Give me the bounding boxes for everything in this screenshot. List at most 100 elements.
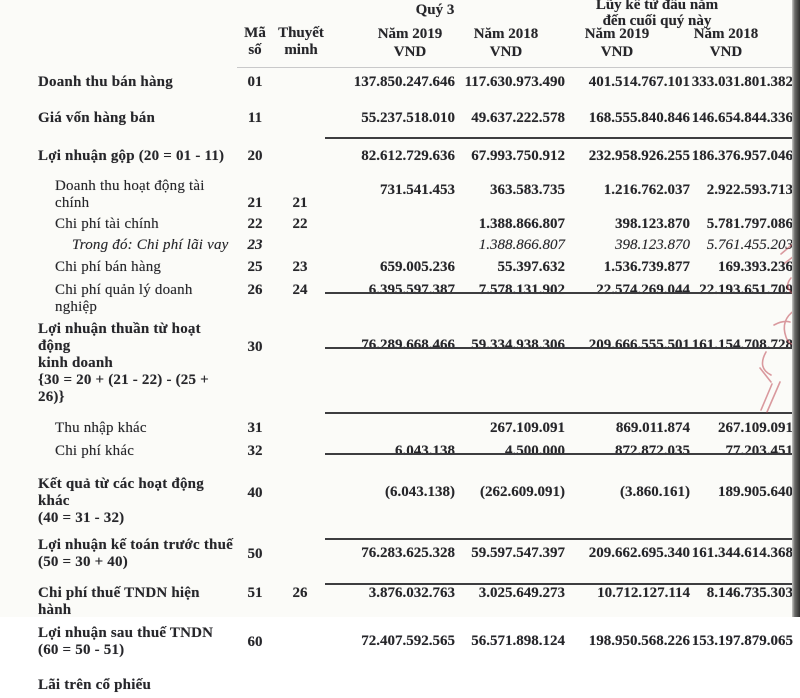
value-cell: 401.514.767.101	[588, 74, 690, 90]
row-label: Lợi nhuận kế toán trước thuế (50 = 30 + …	[38, 537, 233, 570]
row-label: Chi phí thuế TNDN hiện hành	[38, 585, 200, 618]
table-row: Lợi nhuận kế toán trước thuế (50 = 30 + …	[0, 527, 793, 579]
row-label: Lợi nhuận thuần từ hoạt động kinh doanh …	[38, 321, 209, 405]
value-cell: 398.123.870	[615, 237, 690, 253]
table-rule	[325, 538, 793, 540]
value-cell: 169.393.236	[718, 259, 793, 275]
period-group-header: Quý 3	[415, 2, 455, 18]
row-label: Chi phí quản lý doanh nghiệp	[55, 282, 193, 315]
code-cell: 26	[247, 282, 263, 298]
code-cell: 50	[247, 546, 263, 562]
table-row: Doanh thu bán hàng 01 137.850.247.646 11…	[0, 70, 793, 105]
value-cell: 198.950.568.226	[588, 633, 690, 649]
note-cell: 22	[292, 216, 308, 232]
note-cell: 21	[292, 195, 308, 211]
note-cell: 26	[292, 585, 308, 601]
row-label: Doanh thu bán hàng	[38, 74, 173, 90]
ytd-2019-column-header: Năm 2019 VND	[552, 25, 682, 61]
value-cell: 3.876.032.763	[368, 585, 455, 601]
code-cell: 01	[247, 74, 263, 90]
note-cell: 24	[292, 282, 308, 298]
row-label: Lợi nhuận sau thuế TNDN (60 = 50 - 51)	[38, 625, 214, 658]
note-cell	[275, 233, 325, 254]
scan-page-edge	[792, 0, 800, 617]
table-row: Doanh thu hoạt động tài chính 21 21 731.…	[0, 172, 793, 212]
value-cell: 168.555.840.846	[588, 110, 690, 126]
income-statement-table: Doanh thu bán hàng 01 137.850.247.646 11…	[0, 70, 793, 698]
value-cell: 398.123.870	[615, 216, 690, 232]
table-row: Lợi nhuận sau thuế TNDN (60 = 50 - 51) 6…	[0, 619, 793, 664]
table-row: Lợi nhuận gộp (20 = 01 - 11) 20 82.612.7…	[0, 137, 793, 172]
row-label: Lợi nhuận gộp (20 = 01 - 11)	[38, 148, 225, 164]
value-cell	[565, 664, 690, 698]
value-cell: 49.637.222.578	[471, 110, 565, 126]
table-rule	[325, 453, 793, 455]
table-rule	[325, 292, 793, 294]
unit-label: VND	[489, 44, 523, 60]
value-cell: 8.146.735.303	[706, 585, 793, 601]
year-label: Năm 2018	[693, 26, 759, 42]
value-cell: 59.334.938.306	[471, 337, 565, 353]
value-cell: 161.154.708.728	[691, 337, 793, 353]
note-cell	[275, 70, 325, 105]
value-cell: 189.905.640	[718, 484, 793, 500]
row-label: Giá vốn hàng bán	[38, 110, 155, 126]
code-cell	[235, 664, 275, 698]
value-cell: 2.922.593.713	[706, 182, 793, 198]
code-cell: 40	[247, 485, 263, 501]
unit-label: VND	[600, 44, 634, 60]
value-cell: 209.666.555.501	[588, 337, 690, 353]
note-cell	[275, 619, 325, 664]
value-cell: 76.289.668.466	[361, 337, 455, 353]
value-cell: 363.583.735	[490, 182, 565, 198]
note-cell	[275, 527, 325, 579]
value-cell	[690, 664, 793, 698]
code-cell: 11	[247, 110, 263, 126]
value-cell: 10.712.127.114	[597, 585, 690, 601]
q3-2019-column-header: Năm 2019 VND	[345, 25, 475, 61]
value-cell: 1.536.739.877	[603, 259, 690, 275]
table-rule	[325, 583, 793, 585]
value-cell: 146.654.844.336	[691, 110, 793, 126]
table-row: Chi phí thuế TNDN hiện hành 51 26 3.876.…	[0, 579, 793, 619]
value-cell: 22.574.269.044	[596, 282, 690, 298]
value-cell: 59.597.547.397	[471, 545, 565, 561]
note-cell	[275, 664, 325, 698]
table-rule	[325, 347, 793, 349]
row-label: Doanh thu hoạt động tài chính	[55, 178, 205, 211]
code-cell: 60	[247, 634, 263, 650]
table-row: Chi phí bán hàng 25 23 659.005.236 55.39…	[0, 254, 793, 276]
code-cell: 25	[247, 259, 263, 275]
value-cell: 5.761.455.203	[706, 237, 793, 253]
note-cell	[275, 316, 325, 406]
value-cell: 1.216.762.037	[603, 182, 690, 198]
table-row: Giá vốn hàng bán 11 55.237.518.010 49.63…	[0, 105, 793, 137]
value-cell: 872.872.035	[615, 443, 690, 459]
value-cell	[325, 664, 455, 698]
value-cell: 869.011.874	[615, 420, 690, 436]
table-row: Chi phí quản lý doanh nghiệp 26 24 6.395…	[0, 276, 793, 316]
code-cell: 31	[247, 420, 263, 436]
value-cell: (6.043.138)	[385, 484, 455, 500]
value-cell: (3.860.161)	[620, 484, 690, 500]
row-label: Chi phí khác	[55, 443, 135, 459]
table-row: Lãi trên cổ phiếu	[0, 664, 793, 698]
note-cell	[275, 105, 325, 137]
code-cell: 20	[247, 148, 263, 164]
income-statement-page: Quý 3 Lũy kế từ đầu năm đến cuối quý này…	[38, 0, 800, 693]
value-cell: 4.500.000	[505, 443, 565, 459]
row-label: Thu nhập khác	[55, 420, 147, 436]
value-cell: 137.850.247.646	[353, 74, 455, 90]
table-row: Trong đó: Chi phí lãi vay 23 1.388.866.8…	[0, 233, 793, 254]
value-cell: 1.388.866.807	[478, 237, 565, 253]
code-cell: 32	[247, 443, 263, 459]
unit-label: VND	[709, 44, 743, 60]
value-cell: 77.203.451	[725, 443, 794, 459]
value-cell: 55.237.518.010	[361, 110, 455, 126]
code-cell: 23	[247, 237, 263, 253]
value-cell	[325, 212, 455, 233]
table-row: Chi phí khác 32 6.043.138 4.500.000 872.…	[0, 442, 793, 470]
table-rule	[325, 137, 793, 139]
value-cell: 1.388.866.807	[478, 216, 565, 232]
value-cell: 3.025.649.273	[478, 585, 565, 601]
